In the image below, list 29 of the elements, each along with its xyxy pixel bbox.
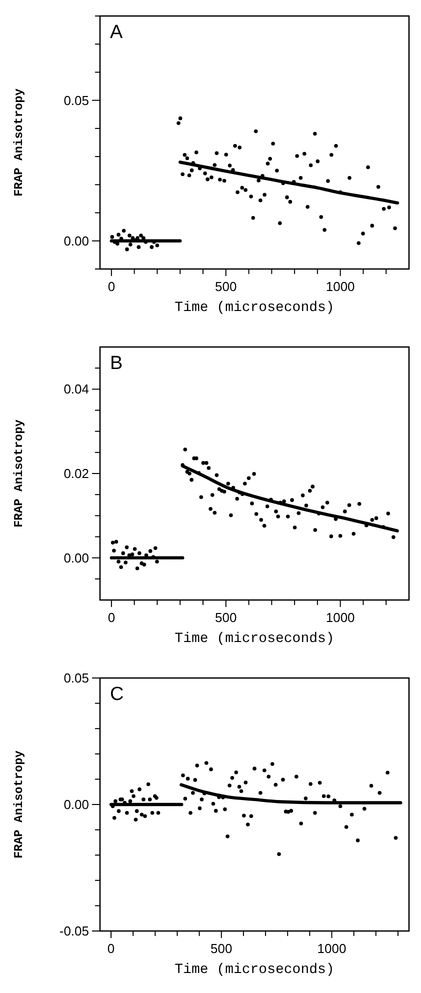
y-axis-title: FRAP Anisotropy (12, 419, 26, 528)
x-tick-label: 0 (108, 610, 116, 625)
y-tick-label: 0.04 (64, 382, 89, 397)
x-tick-label: 500 (215, 279, 237, 294)
y-tick-label: 0.02 (64, 466, 89, 481)
x-axis-title: Time (microseconds) (174, 631, 334, 647)
annotation: C (110, 684, 124, 705)
x-axis-title: Time (microseconds) (174, 300, 334, 316)
x-tick-label: 1000 (326, 610, 355, 625)
y-tick-label: 0.00 (64, 797, 89, 812)
annotation: B (110, 353, 123, 374)
annotation: A (110, 22, 123, 43)
x-tick-label: 1000 (326, 279, 355, 294)
y-axis-title: FRAP Anisotropy (12, 88, 26, 197)
line-series (178, 160, 400, 205)
y-tick-label: 0.00 (64, 233, 89, 248)
line-series (181, 464, 399, 532)
y-tick-label: 0.05 (64, 670, 89, 686)
x-tick-label: 1000 (317, 941, 346, 956)
x-tick-label: 500 (210, 941, 232, 956)
y-tick-label: -0.05 (59, 924, 89, 938)
y-tick-label: 0.00 (64, 550, 89, 566)
x-tick-label: 0 (108, 279, 116, 294)
x-tick-label: 500 (215, 610, 237, 625)
y-axis-title: FRAP Anisotropy (12, 750, 26, 859)
x-tick-label: 0 (107, 941, 115, 956)
y-tick-label: 0.05 (64, 92, 89, 108)
line-series (180, 783, 402, 804)
x-axis-title: Time (microseconds) (174, 962, 334, 978)
